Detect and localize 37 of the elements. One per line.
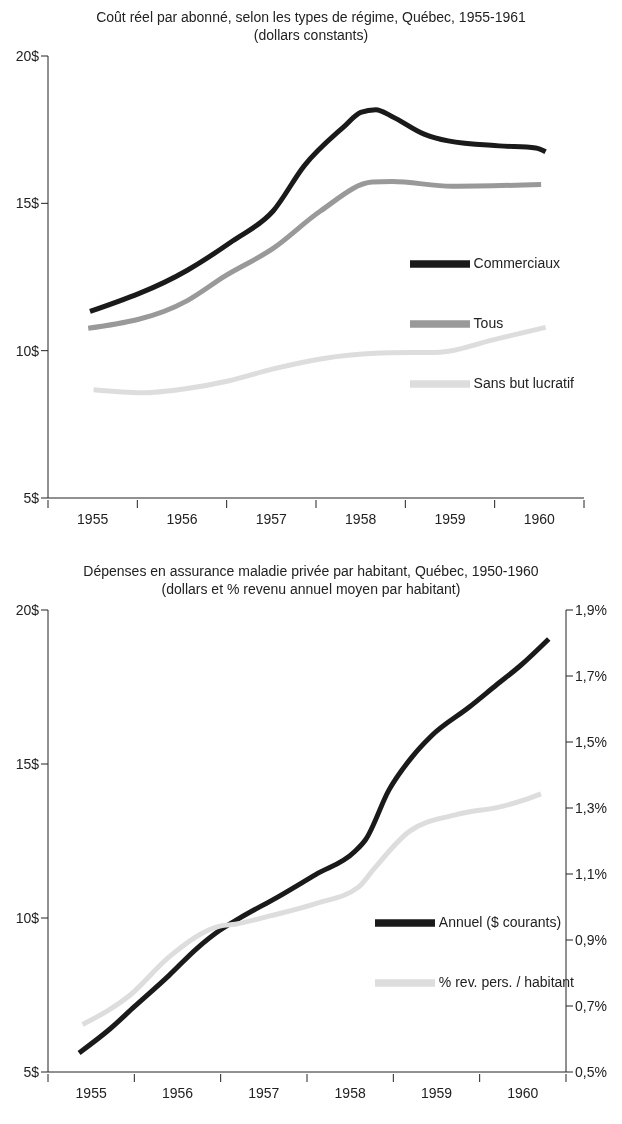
x-tick-label: 1957 (255, 511, 288, 527)
legend-label: Sans but lucratif (473, 375, 574, 392)
x-tick-label: 1956 (161, 1085, 194, 1101)
y-tick-label: 15$ (15, 755, 40, 772)
y-tick-label: 15$ (15, 195, 40, 212)
y-tick-label: 20$ (15, 47, 40, 64)
x-tick-label: 1957 (248, 1085, 280, 1101)
y2-tick-label: 0,7% (575, 997, 607, 1014)
y-tick-label: 20$ (15, 601, 40, 618)
y2-tick-label: 1,7% (575, 667, 607, 684)
x-tick-label: 1958 (345, 511, 377, 527)
legend-label: Tous (473, 315, 504, 332)
x-tick-label: 1959 (420, 1085, 453, 1101)
x-tick-label: 1955 (77, 511, 109, 527)
y2-tick-label: 1,3% (575, 799, 607, 816)
x-tick-label: 1956 (166, 511, 198, 527)
y-tick-label: 5$ (23, 1063, 40, 1080)
chart-subtitle: (dollars constants) (252, 26, 370, 44)
y-tick-label: 10$ (15, 342, 40, 359)
chart-title: Dépenses en assurance maladie privée par habitant, Québec, 1950-1960 (82, 562, 540, 580)
legend-label: % rev. pers. / habitant (438, 974, 574, 991)
y-tick-label: 10$ (15, 909, 40, 926)
y2-tick-label: 1,1% (575, 865, 607, 882)
x-tick-label: 1960 (523, 511, 556, 527)
x-tick-label: 1958 (334, 1085, 366, 1101)
y2-tick-label: 1,9% (575, 601, 607, 618)
y2-tick-label: 1,5% (575, 733, 607, 750)
chart-title: Coût réel par abonné, selon les types de régime, Québec, 1955-1961 (95, 8, 527, 26)
y2-tick-label: 0,9% (575, 931, 607, 948)
y-tick-label: 5$ (23, 489, 40, 506)
legend-label: Commerciaux (473, 255, 560, 272)
y2-tick-label: 0,5% (575, 1063, 607, 1080)
x-tick-label: 1960 (507, 1085, 539, 1101)
x-tick-label: 1955 (75, 1085, 107, 1101)
legend-label: Annuel ($ courants) (438, 914, 562, 931)
chart-subtitle: (dollars et % revenu annuel moyen par habitant) (160, 580, 462, 598)
x-tick-label: 1959 (434, 511, 466, 527)
